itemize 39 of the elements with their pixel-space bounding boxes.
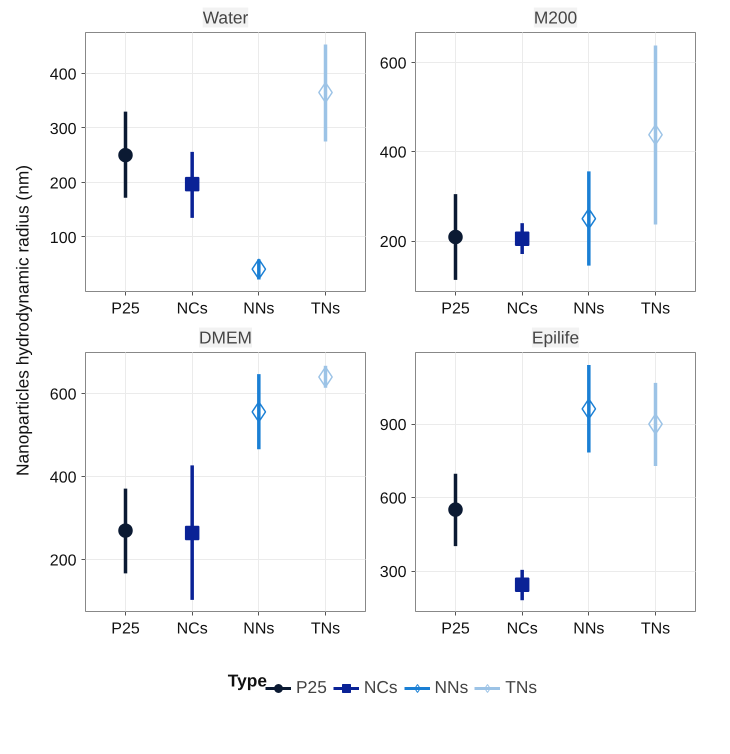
chart-title: DMEM [199,328,252,348]
legend-label: NNs [434,677,468,698]
y-tick-label: 400 [380,144,407,162]
y-tick-label: 300 [50,120,77,138]
legend-label: P25 [296,677,327,698]
y-axis-title: Nanoparticles hydrodynamic radius (nm) [12,164,32,476]
x-tick-label: NCs [176,620,208,638]
chart-title: Epilife [532,328,580,348]
y-tick-label: 200 [50,175,77,192]
x-tick-label: NNs [573,300,604,318]
x-tick-label: TNs [640,620,670,638]
x-tick-label: NNs [243,300,274,318]
x-tick-label: P25 [441,300,470,318]
x-tick-label: TNs [640,300,670,318]
chart-title: M200 [534,8,578,28]
x-tick-label: P25 [441,620,470,638]
x-tick-label: NCs [506,620,538,638]
y-tick-label: 900 [380,417,407,434]
y-tick-label: 600 [50,386,77,404]
x-tick-label: NNs [243,620,274,638]
x-tick-label: TNs [310,300,340,318]
y-tick-label: 200 [380,234,407,252]
legend-label: TNs [505,677,538,698]
y-tick-label: 400 [50,66,77,84]
y-tick-label: 200 [50,552,77,570]
chart-title: Water [202,8,249,28]
y-tick-label: 600 [380,55,407,72]
y-tick-label: 100 [50,230,77,247]
x-tick-label: TNs [310,620,340,638]
legend-label: NCs [364,677,398,698]
y-tick-label: 300 [380,564,407,582]
y-tick-label: 400 [50,470,77,487]
legend-title: Type [228,670,268,690]
x-tick-label: NCs [176,300,208,318]
x-tick-label: NNs [573,620,604,638]
x-tick-label: P25 [111,620,140,638]
x-tick-label: NCs [506,300,538,318]
x-tick-label: P25 [111,300,140,318]
y-tick-label: 600 [380,490,407,508]
